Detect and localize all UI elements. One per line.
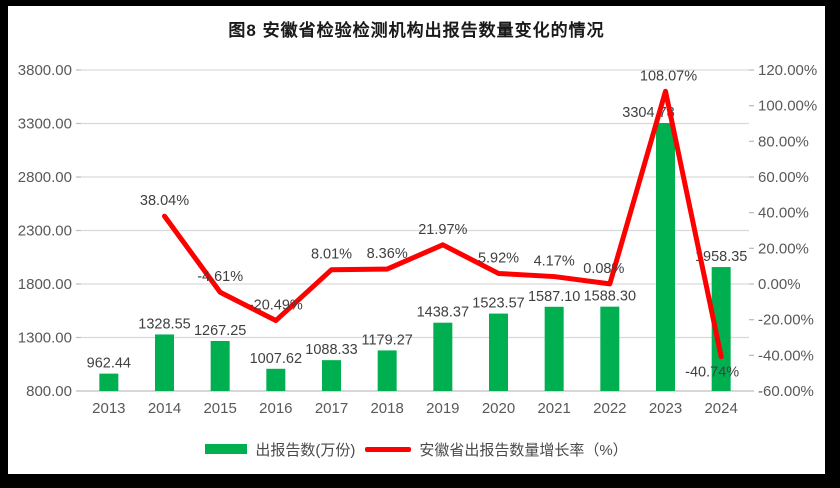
right-axis-label: 0.00%: [758, 276, 801, 293]
growth-label-2023: 108.07%: [640, 68, 697, 84]
bar-label-2017: 1088.33: [305, 342, 357, 358]
bar-label-2015: 1267.25: [194, 323, 246, 339]
x-axis-label-2018: 2018: [370, 400, 403, 417]
right-axis-label: 40.00%: [758, 205, 809, 222]
growth-label-2014: 38.04%: [140, 193, 189, 209]
bar-2023: [656, 122, 675, 392]
legend-item-bars: 出报告数(万份): [205, 439, 355, 460]
bar-label-2018: 1179.27: [361, 332, 412, 348]
bar-2017: [322, 360, 341, 391]
x-axis-label-2016: 2016: [259, 400, 292, 417]
bar-label-2019: 1438.37: [417, 305, 469, 321]
right-axis-label: 20.00%: [758, 240, 809, 257]
bar-2024: [711, 267, 731, 391]
right-axis-label: -60.00%: [758, 383, 814, 400]
x-axis-label-2017: 2017: [315, 400, 348, 417]
growth-label-2019: 21.97%: [418, 222, 467, 238]
bar-2015: [210, 341, 230, 391]
growth-label-2021: 4.17%: [534, 254, 575, 270]
growth-label-2016: -20.49%: [249, 298, 303, 314]
x-axis-label-2023: 2023: [649, 400, 682, 417]
bar-label-2021: 1587.10: [528, 289, 580, 305]
line-legend-swatch: [365, 446, 412, 452]
left-axis-label: 1800.00: [18, 276, 72, 293]
bar-2019: [433, 322, 453, 391]
x-axis-label-2020: 2020: [482, 400, 515, 417]
left-axis-label: 3300.00: [18, 116, 72, 133]
right-axis-label: 120.00%: [758, 62, 817, 79]
x-axis-label-2015: 2015: [203, 400, 236, 417]
growth-label-2020: 5.92%: [478, 250, 519, 266]
bar-2016: [266, 368, 286, 391]
x-axis-label-2014: 2014: [148, 400, 181, 417]
right-axis-label: -40.00%: [758, 347, 814, 364]
x-axis-label-2019: 2019: [426, 400, 459, 417]
left-axis-label: 3800.00: [18, 62, 72, 79]
growth-label-2024: -40.74%: [685, 365, 739, 381]
growth-label-2017: 8.01%: [311, 247, 352, 263]
bar-label-2024: 1958.35: [695, 249, 747, 265]
bar-2018: [377, 350, 397, 391]
bar-label-2016: 1007.62: [250, 351, 302, 367]
legend-item-line: 安徽省出报告数量增长率（%）: [365, 439, 628, 460]
growth-label-2015: -4.61%: [197, 269, 243, 285]
growth-label-2022: 0.08%: [583, 261, 624, 277]
x-axis-label-2021: 2021: [537, 400, 570, 417]
bar-2014: [155, 334, 174, 391]
bar-label-2020: 1523.57: [472, 296, 524, 312]
x-axis-label-2022: 2022: [593, 400, 626, 417]
right-axis-label: 80.00%: [758, 133, 809, 150]
bar-legend-label: 出报告数(万份): [255, 441, 356, 459]
bar-label-2022: 1588.30: [584, 289, 636, 305]
left-axis-label: 1300.00: [18, 330, 72, 347]
bar-2021: [544, 306, 564, 391]
bar-legend-swatch: [205, 444, 248, 454]
left-axis-label: 800.00: [26, 383, 72, 400]
bar-2020: [489, 313, 508, 391]
bar-label-2014: 1328.55: [138, 316, 190, 332]
growth-line: [162, 88, 724, 360]
x-axis-label-2013: 2013: [92, 400, 125, 417]
chart-title: 图8 安徽省检验检测机构出报告数量变化的情况: [228, 21, 605, 40]
growth-label-2018: 8.36%: [367, 246, 408, 262]
bar-2022: [600, 306, 620, 391]
chart-plot: 800.00 1300.00 1800.00 2300.00 2800.00 3300.0…: [18, 62, 817, 417]
bar-label-2013: 962.44: [87, 356, 131, 372]
right-axis-label: 60.00%: [758, 169, 809, 186]
line-legend-label: 安徽省出报告数量增长率（%）: [419, 441, 628, 459]
x-axis-label-2024: 2024: [704, 400, 737, 417]
right-axis-label: 100.00%: [758, 98, 817, 115]
left-axis-label: 2800.00: [18, 169, 72, 186]
chart-legend: 出报告数(万份) 安徽省出报告数量增长率（%）: [8, 438, 825, 460]
bar-2013: [99, 373, 119, 391]
right-axis-label: -20.00%: [758, 312, 814, 329]
left-axis-label: 2300.00: [18, 223, 72, 240]
